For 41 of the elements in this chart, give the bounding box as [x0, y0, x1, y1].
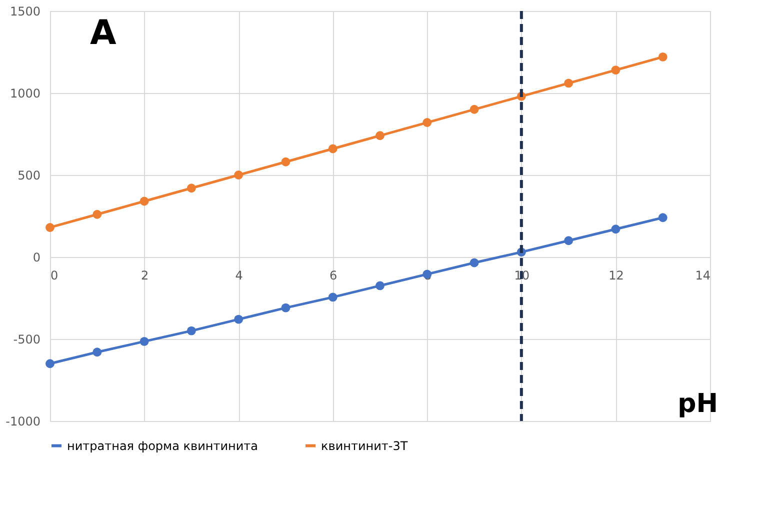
point	[281, 303, 290, 312]
point	[564, 236, 574, 246]
y-tick-label: 1000	[10, 86, 40, 100]
point	[92, 210, 102, 219]
annotation: A	[90, 13, 117, 53]
point	[376, 131, 384, 140]
point	[46, 223, 54, 232]
y-tick-label: -1000	[6, 414, 40, 428]
point	[611, 66, 620, 75]
point	[234, 314, 244, 324]
point	[186, 184, 196, 193]
point	[422, 118, 432, 127]
point	[328, 144, 338, 154]
y-tick-label: 500	[18, 168, 40, 182]
point	[92, 348, 102, 357]
y-tick-label: 0	[32, 250, 40, 264]
x-tick-label: 4	[235, 268, 243, 282]
x-axis-title: pH	[678, 389, 718, 419]
y-tick-label: -500	[13, 332, 40, 346]
point	[140, 196, 149, 206]
point	[611, 224, 620, 234]
legend-label: квинтинит-3T	[321, 438, 408, 453]
point	[281, 157, 290, 166]
point	[140, 336, 149, 346]
point	[470, 258, 479, 268]
point	[470, 104, 479, 114]
point	[46, 359, 54, 368]
point	[328, 292, 338, 302]
x-tick-label: 0	[50, 268, 58, 282]
point	[234, 170, 244, 180]
x-tick-label: 6	[330, 268, 338, 282]
x-tick-label: 12	[608, 268, 624, 282]
y-tick-label: 1500	[10, 4, 40, 18]
point	[376, 281, 384, 290]
point	[658, 213, 668, 222]
point	[186, 326, 196, 336]
x-tick-label: 2	[140, 268, 149, 282]
x-tick-label: 14	[695, 268, 710, 282]
point	[564, 78, 574, 88]
point	[658, 52, 668, 62]
legend-label: нитратная форма квинтинита	[67, 438, 258, 453]
